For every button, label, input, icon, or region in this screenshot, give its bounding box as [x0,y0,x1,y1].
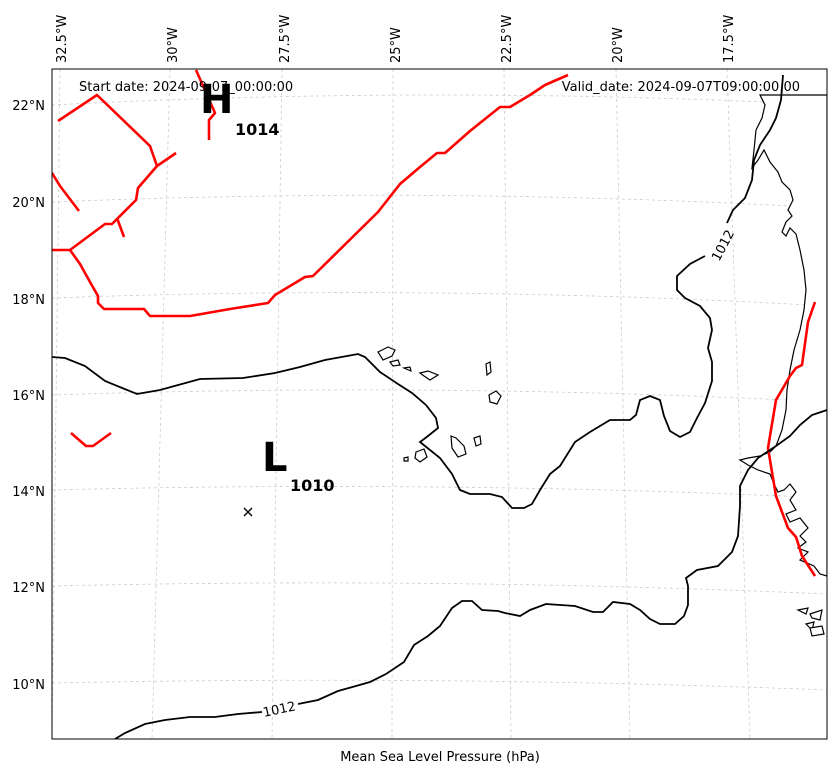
island-bijagos-1 [796,607,809,615]
latitude-labels: 22°N 20°N 18°N 16°N 14°N 12°N 10°N [12,99,45,693]
front-line-southwest [70,431,112,448]
front-line-west-stub [115,217,126,238]
front-line-high [194,69,217,140]
graticule [52,69,827,739]
longitude-labels: 32.5°W 30°W 27.5°W 25°W 22.5°W 20°W 17.5… [55,15,737,63]
low-pressure-letter: L [262,435,288,481]
map-footer-label: Mean Sea Level Pressure (hPa) [340,750,540,765]
isobars [52,74,827,739]
lon-label-20w: 20°W [611,27,626,63]
front-line-west-branch [69,165,158,252]
isobar-1012-upper-cont [726,74,784,224]
lon-label-17-5w: 17.5°W [722,15,737,63]
lon-label-32-5w: 32.5°W [55,15,70,63]
island-santiago [450,435,467,458]
lon-label-25w: 25°W [389,27,404,63]
isobar-1012-upper [52,255,713,509]
frontal-lines [52,69,817,577]
island-santa-luzia [401,366,412,373]
isobar-1012-lower-cont [297,409,827,705]
island-sal [485,361,492,377]
lat-label-20n: 20°N [12,196,45,211]
low-center-marker-icon [243,507,253,517]
high-pressure-value: 1014 [235,120,280,139]
contour-label-1012-upper: 1012 [709,228,738,264]
lat-label-12n: 12°N [12,581,45,596]
island-brava [403,456,409,462]
island-sao-vicente [388,359,401,367]
lon-label-30w: 30°W [166,27,181,63]
coastlines [377,94,827,637]
front-line-edge [52,172,81,212]
map-frame [51,68,828,740]
high-pressure-letter: H [200,77,233,123]
island-boa-vista [488,390,502,405]
lat-label-10n: 10°N [12,678,45,693]
lat-label-22n: 22°N [12,99,45,114]
island-bijagos-4 [809,625,825,637]
start-date-label: Start date: 2024-09-07_00:00:00 [79,80,293,95]
lat-label-14n: 14°N [12,485,45,500]
valid-date-label: Valid_date: 2024-09-07T09:00:00.00 [562,80,800,95]
lat-label-18n: 18°N [12,293,45,308]
front-line-north [52,73,569,318]
island-bijagos-2 [809,609,823,621]
island-santo-antao [377,346,396,361]
contour-label-1012-lower: 1012 [262,699,297,721]
low-pressure-value: 1010 [290,476,335,495]
island-sao-nicolau [418,370,440,381]
island-fogo [414,448,428,463]
island-maio [473,435,482,447]
lon-label-22-5w: 22.5°W [500,15,515,63]
isobar-1012-lower [114,711,263,739]
front-line-east [766,301,817,577]
front-line-northwest [57,93,177,168]
lon-label-27-5w: 27.5°W [278,15,293,63]
lat-label-16n: 16°N [12,389,45,404]
